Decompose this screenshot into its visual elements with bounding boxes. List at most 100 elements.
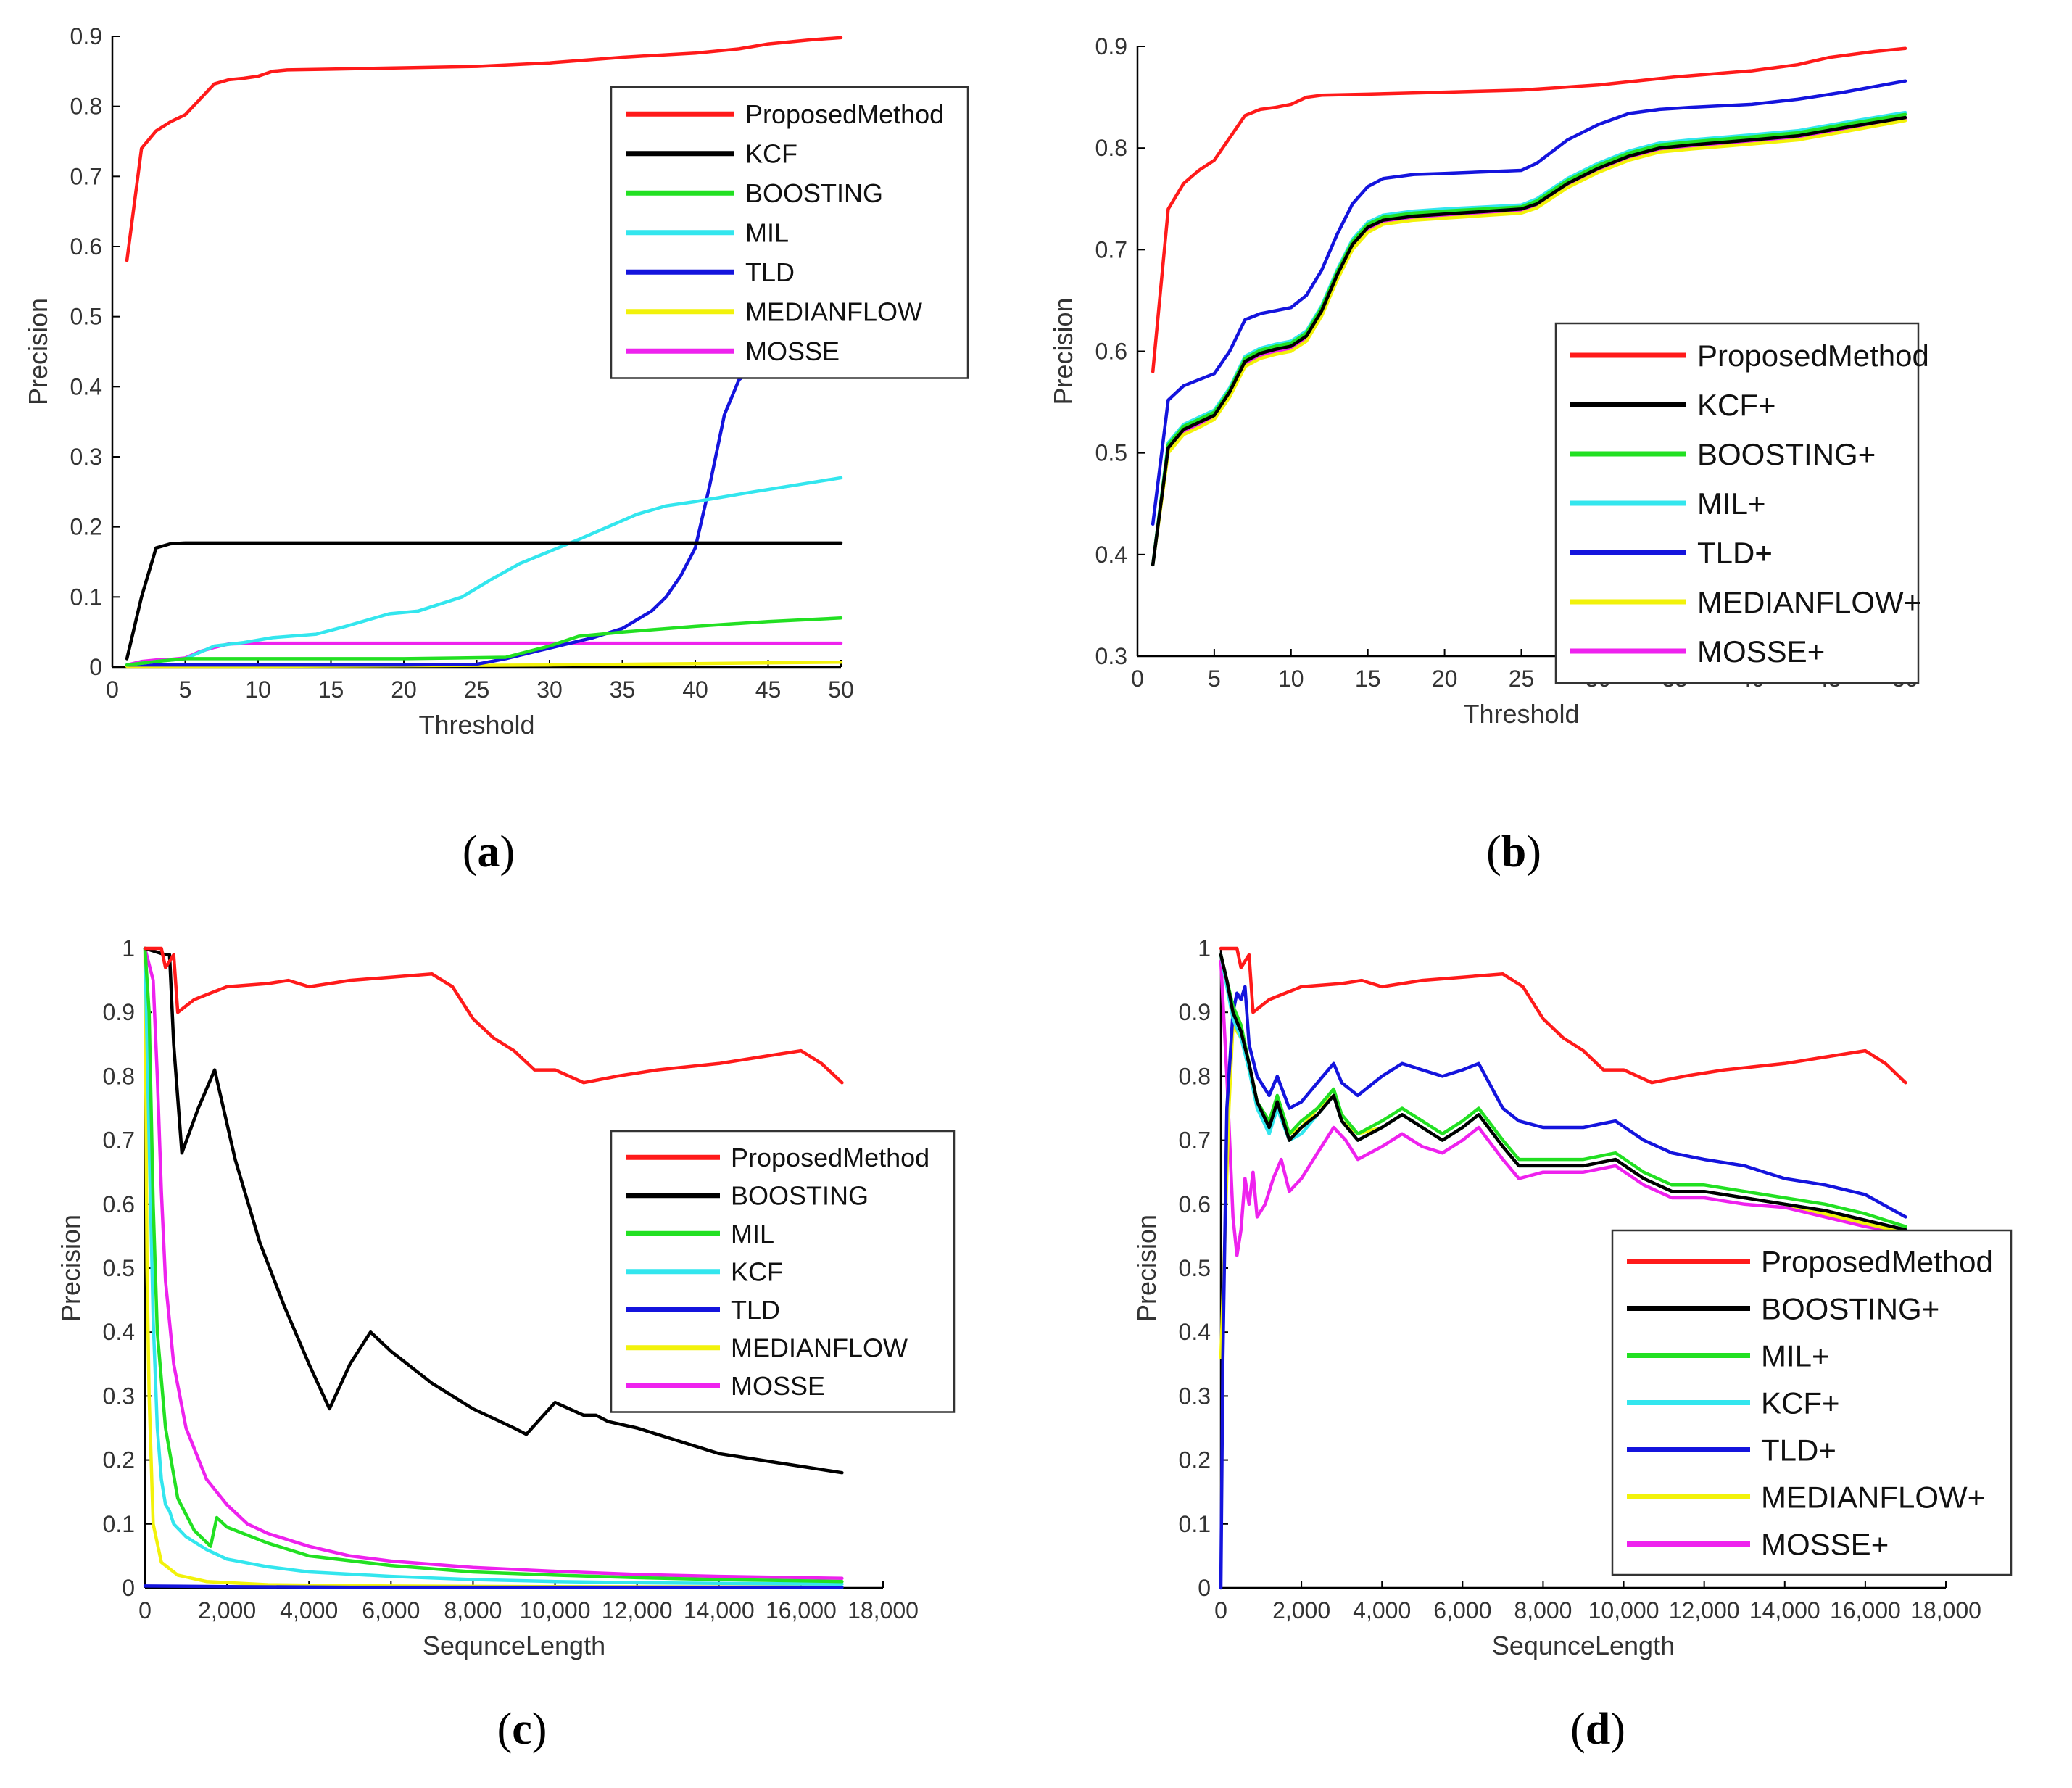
x-tick-label: 10 bbox=[1278, 666, 1304, 692]
series-line-mil bbox=[143, 946, 844, 1584]
y-axis-label: Precision bbox=[1132, 1214, 1161, 1322]
series-line-mosse-plus bbox=[1219, 959, 1907, 1257]
series-group bbox=[1151, 46, 1907, 567]
series-line-tld bbox=[143, 1584, 844, 1589]
series-line-mil bbox=[125, 476, 843, 667]
x-tick-label: 12,000 bbox=[602, 1597, 673, 1623]
series-line-medianflow-plus bbox=[1151, 119, 1907, 567]
y-axis-label: Precision bbox=[1048, 297, 1078, 405]
chart-d: 0 2,000 4,000 6,000 8,000 10,000 12,000 14,000 1… bbox=[1132, 935, 2013, 1660]
x-tick-label: 14,000 bbox=[1749, 1597, 1820, 1623]
y-tick-label: 0.5 bbox=[1095, 440, 1127, 466]
x-tick-label: 15 bbox=[318, 676, 344, 703]
chart-panel-a: 0 5 10 15 20 25 30 35 40 45 50 0 0.1 0.2 0.3 0.4 0.5 0.6 0… bbox=[0, 0, 1036, 834]
legend-label-tld-plus: TLD+ bbox=[1697, 536, 1773, 570]
caption-a: (a) bbox=[462, 827, 515, 877]
legend-label-proposedmethod: ProposedMethod bbox=[731, 1143, 929, 1172]
y-tick-label: 0.2 bbox=[103, 1447, 135, 1473]
series-group bbox=[143, 946, 844, 1589]
series-line-kcf bbox=[125, 541, 843, 661]
legend-label-tld: TLD bbox=[731, 1295, 780, 1325]
legend-label-tld-plus: TLD+ bbox=[1761, 1433, 1836, 1468]
x-tick-label: 2,000 bbox=[198, 1597, 256, 1623]
x-tick-label: 4,000 bbox=[280, 1597, 338, 1623]
y-tick-label: 0.8 bbox=[103, 1063, 135, 1089]
y-tick-label: 0 bbox=[89, 654, 102, 680]
x-tick-label: 40 bbox=[682, 676, 708, 703]
x-tick-label: 16,000 bbox=[766, 1597, 837, 1623]
x-axis-label: SequnceLength bbox=[423, 1631, 605, 1660]
series-line-tld-plus bbox=[1219, 985, 1907, 1590]
legend-label-mil: MIL bbox=[745, 218, 789, 248]
legend-label-tld: TLD bbox=[745, 257, 795, 287]
series-line-kcf-plus bbox=[1219, 953, 1907, 1232]
legend-label-proposedmethod: ProposedMethod bbox=[1697, 339, 1929, 373]
y-tick-label: 1 bbox=[1198, 935, 1211, 961]
x-tick-label: 10,000 bbox=[1588, 1597, 1659, 1623]
y-tick-label: 0 bbox=[122, 1575, 135, 1601]
series-line-boosting bbox=[143, 946, 844, 1475]
legend-label-mosse-plus: MOSSE+ bbox=[1761, 1528, 1889, 1562]
y-tick-label: 0.9 bbox=[70, 23, 102, 49]
legend-label-mil-plus: MIL+ bbox=[1761, 1339, 1830, 1373]
y-tick-label: 0.1 bbox=[1179, 1511, 1211, 1537]
y-tick-label: 0 bbox=[1198, 1575, 1211, 1601]
caption-d-letter: d bbox=[1585, 1705, 1611, 1754]
y-tick-label: 0.9 bbox=[103, 999, 135, 1025]
legend-label-mosse: MOSSE bbox=[745, 336, 840, 366]
y-tick-label: 0.6 bbox=[1179, 1191, 1211, 1217]
x-tick-label: 20 bbox=[1432, 666, 1458, 692]
series-group bbox=[1219, 946, 1907, 1590]
chart-panel-d: 0 2,000 4,000 6,000 8,000 10,000 12,000 14,000 1… bbox=[1036, 906, 2072, 1675]
x-tick-label: 6,000 bbox=[362, 1597, 420, 1623]
legend-label-mosse: MOSSE bbox=[731, 1371, 825, 1401]
legend-label-kcf-plus: KCF+ bbox=[1697, 388, 1776, 422]
x-tick-label: 14,000 bbox=[684, 1597, 755, 1623]
y-tick-label: 0.8 bbox=[1179, 1063, 1211, 1089]
x-tick-label: 5 bbox=[179, 676, 192, 703]
x-tick-label: 0 bbox=[106, 676, 119, 703]
legend-label-medianflow-plus: MEDIANFLOW+ bbox=[1697, 585, 1921, 619]
y-tick-label: 0.6 bbox=[103, 1191, 135, 1217]
y-tick-label: 0.3 bbox=[103, 1383, 135, 1409]
y-tick-label: 0.3 bbox=[1095, 643, 1127, 669]
legend-label-kcf: KCF bbox=[731, 1257, 783, 1287]
x-tick-label: 15 bbox=[1355, 666, 1381, 692]
caption-b: (b) bbox=[1486, 827, 1541, 877]
legend-label-mil: MIL bbox=[731, 1219, 774, 1249]
series-line-mil-plus bbox=[1219, 953, 1907, 1228]
series-line-proposedmethod bbox=[1219, 946, 1907, 1085]
y-tick-label: 0.1 bbox=[70, 584, 102, 610]
series-line-boosting bbox=[125, 616, 843, 667]
y-tick-label: 0.3 bbox=[70, 444, 102, 470]
chart-c: 0 2,000 4,000 6,000 8,000 10,000 12,000 14,000 1… bbox=[56, 935, 956, 1660]
x-tick-label: 25 bbox=[464, 676, 490, 703]
legend-label-mil-plus: MIL+ bbox=[1697, 487, 1766, 521]
y-tick-label: 0.9 bbox=[1179, 999, 1211, 1025]
legend-label-proposedmethod: ProposedMethod bbox=[745, 99, 944, 129]
series-line-proposedmethod bbox=[143, 946, 844, 1085]
y-tick-label: 0.7 bbox=[1095, 236, 1127, 262]
x-axis-label: Threshold bbox=[1463, 699, 1579, 729]
y-ticks: 0.3 0.4 0.5 0.6 0.7 0.8 0.9 bbox=[1095, 33, 1145, 669]
legend-label-boosting-plus: BOOSTING+ bbox=[1761, 1292, 1939, 1326]
x-tick-label: 0 bbox=[138, 1597, 152, 1623]
y-tick-label: 0.7 bbox=[1179, 1127, 1211, 1154]
y-tick-label: 1 bbox=[122, 935, 135, 961]
y-tick-label: 0.8 bbox=[1095, 135, 1127, 161]
x-tick-label: 6,000 bbox=[1433, 1597, 1491, 1623]
y-tick-label: 0.7 bbox=[70, 163, 102, 189]
x-tick-label: 18,000 bbox=[848, 1597, 919, 1623]
series-line-proposedmethod bbox=[125, 36, 843, 262]
y-tick-label: 0.4 bbox=[1179, 1319, 1211, 1345]
y-tick-label: 0.5 bbox=[103, 1255, 135, 1281]
x-tick-label: 8,000 bbox=[444, 1597, 502, 1623]
legend: ProposedMethod KCF BOOSTING MIL TLD MEDIANFLO… bbox=[610, 86, 969, 379]
x-tick-label: 16,000 bbox=[1830, 1597, 1901, 1623]
y-tick-label: 0.2 bbox=[1179, 1447, 1211, 1473]
y-tick-label: 0.5 bbox=[1179, 1255, 1211, 1281]
x-tick-label: 0 bbox=[1214, 1597, 1227, 1623]
x-ticks: 0 5 10 15 20 25 30 35 40 45 50 bbox=[106, 660, 854, 703]
series-line-proposedmethod bbox=[1151, 46, 1907, 373]
legend-label-proposedmethod: ProposedMethod bbox=[1761, 1245, 1993, 1279]
